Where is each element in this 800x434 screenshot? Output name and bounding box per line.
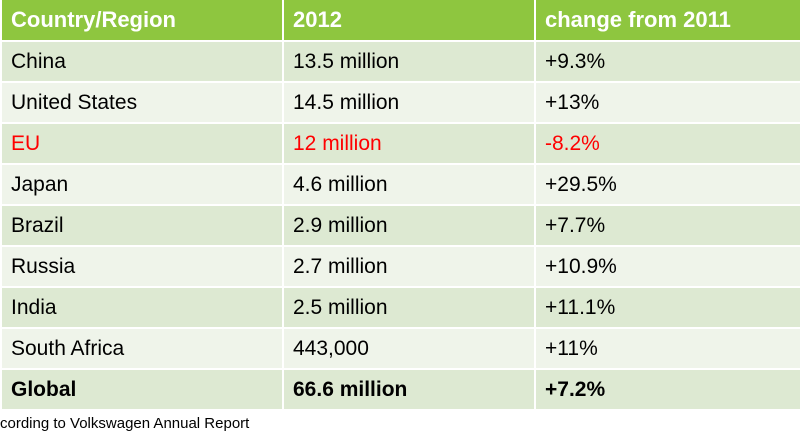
table-row-russia: Russia 2.7 million +10.9% <box>0 245 800 288</box>
sales-table-container: Country/Region 2012 change from 2011 Chi… <box>0 0 800 411</box>
table-row-eu: EU 12 million -8.2% <box>0 122 800 165</box>
cell-change: -8.2% <box>534 122 800 165</box>
source-footnote: cording to Volkswagen Annual Report <box>0 415 250 432</box>
table-row-brazil: Brazil 2.9 million +7.7% <box>0 204 800 247</box>
table-row-japan: Japan 4.6 million +29.5% <box>0 163 800 206</box>
cell-region: Japan <box>0 163 284 206</box>
cell-change: +10.9% <box>534 245 800 288</box>
cell-region: Brazil <box>0 204 284 247</box>
column-header-region: Country/Region <box>0 0 284 42</box>
cell-sales-2012: 66.6 million <box>282 368 536 411</box>
cell-sales-2012: 2.9 million <box>282 204 536 247</box>
column-header-2012: 2012 <box>282 0 536 42</box>
cell-region: Russia <box>0 245 284 288</box>
cell-region: United States <box>0 81 284 124</box>
cell-sales-2012: 2.7 million <box>282 245 536 288</box>
cell-change: +7.2% <box>534 368 800 411</box>
table-header: Country/Region 2012 change from 2011 <box>0 0 800 42</box>
column-header-change: change from 2011 <box>534 0 800 42</box>
table-row-south-africa: South Africa 443,000 +11% <box>0 327 800 370</box>
table-row-united-states: United States 14.5 million +13% <box>0 81 800 124</box>
cell-region: EU <box>0 122 284 165</box>
table-row-global: Global 66.6 million +7.2% <box>0 368 800 411</box>
cell-sales-2012: 2.5 million <box>282 286 536 329</box>
cell-sales-2012: 14.5 million <box>282 81 536 124</box>
cell-change: +7.7% <box>534 204 800 247</box>
table-body: China 13.5 million +9.3% United States 1… <box>0 40 800 411</box>
table-row-china: China 13.5 million +9.3% <box>0 40 800 83</box>
cell-region: China <box>0 40 284 83</box>
sales-table: Country/Region 2012 change from 2011 Chi… <box>0 0 800 411</box>
cell-sales-2012: 12 million <box>282 122 536 165</box>
table-row-india: India 2.5 million +11.1% <box>0 286 800 329</box>
cell-change: +11% <box>534 327 800 370</box>
cell-change: +9.3% <box>534 40 800 83</box>
header-row: Country/Region 2012 change from 2011 <box>0 0 800 42</box>
cell-change: +29.5% <box>534 163 800 206</box>
cell-region: Global <box>0 368 284 411</box>
cell-region: South Africa <box>0 327 284 370</box>
cell-sales-2012: 443,000 <box>282 327 536 370</box>
cell-region: India <box>0 286 284 329</box>
cell-sales-2012: 4.6 million <box>282 163 536 206</box>
cell-change: +11.1% <box>534 286 800 329</box>
cell-change: +13% <box>534 81 800 124</box>
cell-sales-2012: 13.5 million <box>282 40 536 83</box>
